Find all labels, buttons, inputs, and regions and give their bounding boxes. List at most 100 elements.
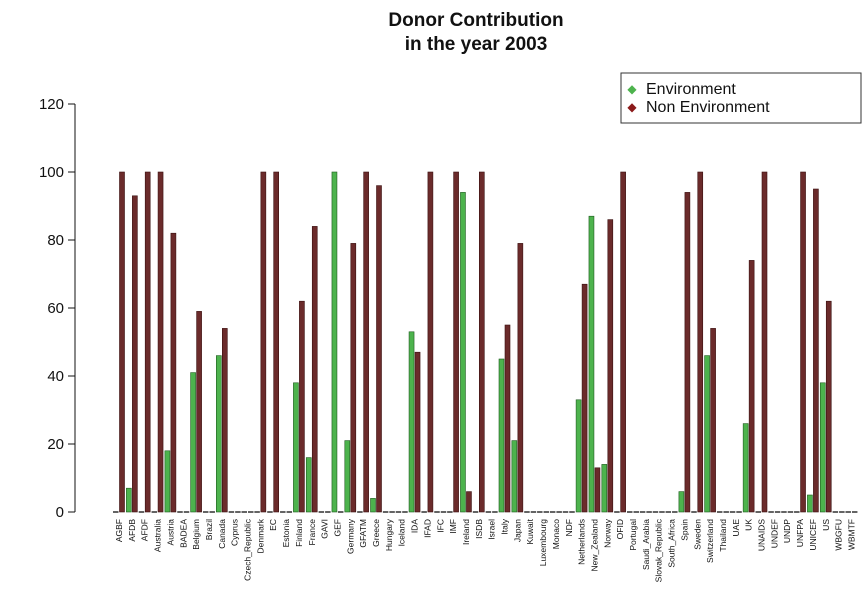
x-tick-label: US [821,519,831,531]
x-tick-label: Ireland [461,519,471,545]
x-tick-label: Portugal [628,519,638,551]
bar-non-environment [196,311,202,513]
y-tick-label: 120 [39,96,64,113]
x-tick-label: UNDP [782,519,792,543]
x-tick-label: IFC [435,519,445,533]
bar-non-environment [466,491,472,513]
bar-non-environment [748,260,755,513]
bar-environment [408,331,415,513]
bar-non-environment [517,243,524,513]
x-tick-label: Israel [487,519,497,540]
bar-non-environment [363,171,369,513]
x-tick-label: BADEA [178,519,188,548]
legend-marker-non-environment: ◆ [627,100,637,114]
bar-non-environment [273,171,280,513]
bar-environment [344,440,351,513]
x-tick-label: Germany [345,518,355,554]
bar-non-environment [222,328,228,513]
bar-non-environment [684,192,691,513]
bar-non-environment [620,171,626,513]
x-tick-label: Thailand [718,519,728,552]
y-tick-label: 0 [56,504,64,521]
x-tick-label: UNFPA [795,519,805,548]
bar-environment [742,423,749,513]
bar-environment [498,358,505,513]
x-tick-label: Australia [153,519,163,552]
y-tick-label: 80 [47,232,64,249]
bar-non-environment [825,300,832,513]
chart-title-line-1: Donor Contribution [388,10,563,31]
x-tick-label: Austria [165,519,175,546]
x-tick-label: IFAD [422,519,432,538]
bar-non-environment [581,283,588,513]
x-tick-label: UNICEF [808,519,818,551]
x-tick-label: Czech_Republic [243,518,253,581]
x-tick-label: France [307,519,317,546]
x-tick-label: New_Zealand [589,519,599,572]
legend-label-non-environment: Non Environment [646,99,770,116]
x-tick-label: Brazil [204,519,214,540]
x-tick-label: Japan [512,519,522,542]
axes: 0 20 40 60 80 100 120 [39,96,76,521]
x-tick-label: Netherlands [577,519,587,565]
bar-non-environment [376,185,382,513]
bar-non-environment [761,171,768,513]
x-tick-label: Hungary [384,518,394,551]
bar-non-environment [607,219,614,513]
y-tick-label: 100 [39,164,64,181]
bar-non-environment [710,328,716,513]
x-tick-label: Denmark [255,518,265,553]
bar-environment [293,382,299,513]
x-tick-label: Finland [294,519,304,547]
x-tick-label: OFID [615,519,625,539]
bar-non-environment [157,171,164,513]
x-tick-label: Estonia [281,519,291,548]
bar-non-environment [594,467,601,513]
y-tick-label: 60 [47,300,64,317]
legend-box [620,72,862,124]
bar-non-environment [813,188,819,513]
x-tick-label: Greece [371,519,381,547]
bar-environment [126,487,132,513]
x-tick-label: Spain [679,519,689,541]
legend-label-environment: Environment [646,81,736,98]
x-tick-label: Monaco [551,519,561,550]
bar-non-environment [800,171,806,513]
x-tick-label: UNDEF [769,519,779,548]
x-tick-label: AGBF [114,519,124,542]
x-tick-label: South_Africa [667,519,677,568]
bar-environment [819,382,826,513]
bar-environment [460,192,466,513]
bar-environment [704,355,710,513]
bar-non-environment [260,171,267,513]
x-tick-label: Slovak_Republic [654,518,664,582]
x-tick-label: AFDF [140,519,150,541]
x-tick-label: IDA [410,519,420,534]
bar-environment [305,457,312,513]
x-tick-label: GEF [332,519,342,536]
x-tick-label: Kuwait [525,518,535,544]
x-tick-label: AFDB [127,519,137,542]
bar-environment [807,494,813,513]
x-tick-label: Luxembourg [538,519,548,567]
bar-non-environment [170,232,177,513]
bar-environment [190,372,196,513]
x-tick-label: Saudi_Arabia [641,519,651,570]
bar-environment [575,399,582,513]
bar-environment [678,491,685,513]
bar-non-environment [427,171,434,513]
x-tick-label: UNAIDS [757,519,767,551]
legend-marker-environment: ◆ [627,82,637,96]
bar-non-environment [453,171,459,513]
x-tick-label: Sweden [692,519,702,550]
bar-non-environment [697,171,704,513]
bar-environment [216,355,222,513]
bar-non-environment [311,226,318,513]
x-tick-label: GAVI [320,519,330,539]
bar-non-environment [299,300,305,513]
legend: ◆ Environment ◆ Non Environment [620,72,862,124]
x-tick-label: ISDB [474,519,484,539]
x-tick-label: WBMTF [846,519,856,550]
bar-environment [164,450,171,513]
